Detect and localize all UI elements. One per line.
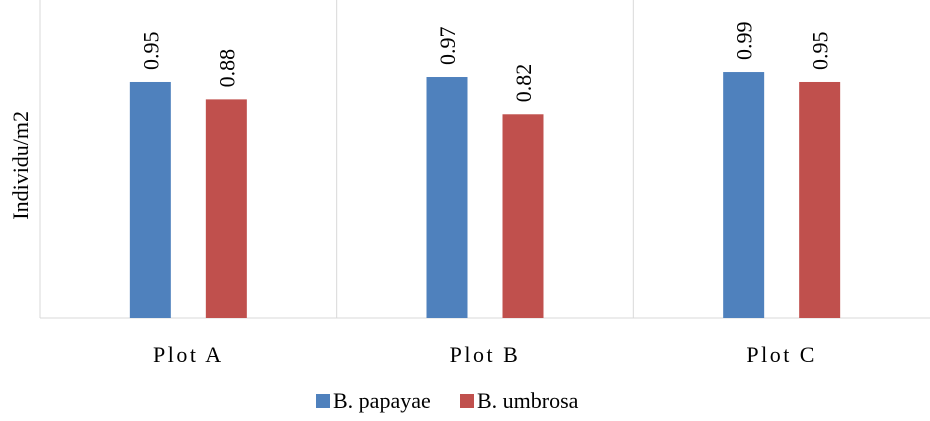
y-axis-title: Individu/m2	[8, 111, 33, 220]
legend-swatch	[316, 394, 330, 408]
bar-b-papayae-plot-b	[426, 77, 468, 318]
data-label: 0.95	[138, 31, 163, 70]
legend-label: B. papayae	[333, 388, 431, 413]
bar-b-umbrosa-plot-c	[799, 81, 841, 318]
x-tick-label: Plot C	[746, 342, 817, 367]
data-label: 0.99	[732, 22, 757, 61]
data-label: 0.95	[808, 31, 833, 70]
bar-b-umbrosa-plot-b	[502, 114, 544, 318]
bar-b-papayae-plot-c	[723, 72, 765, 318]
x-tick-label: Plot A	[153, 342, 224, 367]
legend-swatch	[460, 394, 474, 408]
bar-b-umbrosa-plot-a	[205, 99, 247, 318]
legend-label: B. umbrosa	[477, 388, 579, 413]
bar-b-papayae-plot-a	[129, 81, 171, 318]
data-label: 0.97	[435, 27, 460, 66]
x-tick-label: Plot B	[450, 342, 521, 367]
data-label: 0.88	[214, 49, 239, 88]
data-label: 0.82	[511, 64, 536, 103]
